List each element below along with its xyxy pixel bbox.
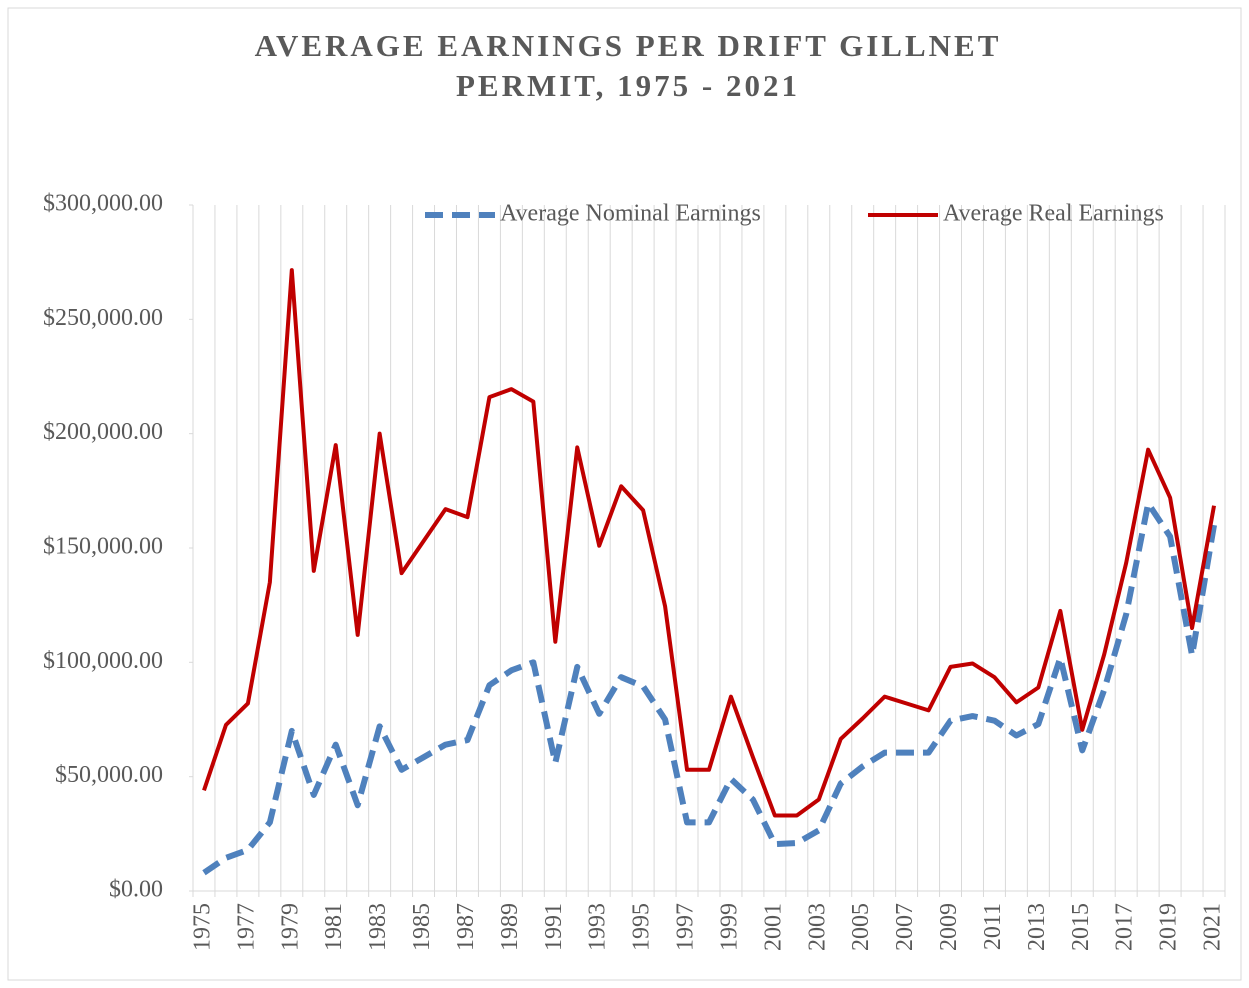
- line-series: [202, 500, 1217, 876]
- x-tick-label: 1981: [321, 903, 347, 951]
- chart-frame: [7, 7, 1242, 981]
- x-tick-label: 1983: [365, 903, 391, 951]
- x-tick-label: 1997: [673, 903, 699, 951]
- x-tick-label: 1977: [233, 903, 259, 951]
- x-tick-label: 2007: [892, 903, 918, 951]
- line-series: [202, 268, 1216, 818]
- chart-title: PERMIT, 1975 - 2021: [456, 68, 800, 103]
- y-tick-label: $250,000.00: [43, 305, 163, 331]
- x-tick-label: 2017: [1112, 903, 1138, 951]
- x-tick-label: 2011: [980, 903, 1006, 950]
- x-tick-label: 2005: [848, 903, 874, 951]
- y-tick-label: $300,000.00: [43, 191, 163, 217]
- y-tick-label: $0.00: [109, 877, 163, 903]
- x-tick-label: 1993: [585, 903, 611, 951]
- x-tick-label: 1995: [629, 903, 655, 951]
- legend-label: Average Nominal Earnings: [500, 201, 761, 227]
- x-tick-label: 1985: [409, 903, 435, 951]
- x-tick-label: 1975: [189, 903, 215, 951]
- y-tick-label: $150,000.00: [43, 534, 163, 560]
- x-tick-label: 1991: [541, 903, 567, 951]
- chart-title: AVERAGE EARNINGS PER DRIFT GILLNET: [255, 28, 1002, 63]
- y-tick-label: $50,000.00: [55, 762, 163, 788]
- x-tick-label: 2003: [804, 903, 830, 951]
- x-tick-label: 2009: [936, 903, 962, 951]
- x-tick-label: 2015: [1068, 903, 1094, 951]
- x-tick-label: 2013: [1024, 903, 1050, 951]
- legend-label: Average Real Earnings: [943, 201, 1164, 227]
- x-tick-label: 2021: [1200, 903, 1226, 951]
- x-tick-label: 1987: [453, 903, 479, 951]
- x-tick-label: 2001: [760, 903, 786, 951]
- x-tick-label: 1999: [716, 903, 742, 951]
- y-tick-label: $200,000.00: [43, 419, 163, 445]
- x-tick-label: 1989: [497, 903, 523, 951]
- x-tick-label: 1979: [277, 903, 303, 951]
- y-tick-label: $100,000.00: [43, 648, 163, 674]
- x-tick-label: 2019: [1156, 903, 1182, 951]
